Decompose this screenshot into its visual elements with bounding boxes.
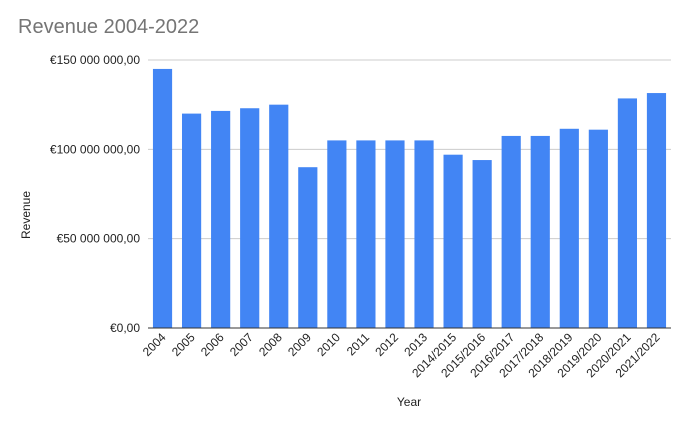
x-axis-ticks: 2004 2005 2006 2007 2008 2009 2010 2011 2012 2013… [140,330,663,380]
bar[interactable] [443,154,463,328]
bar[interactable] [588,129,608,328]
bar[interactable] [298,167,318,328]
bar[interactable] [211,110,231,328]
y-tick-label: €150 000 000,00 [50,53,140,67]
bar[interactable] [472,160,492,328]
bars [148,68,671,329]
x-tick-label: 2011 [344,330,372,358]
bar[interactable] [385,140,405,328]
x-axis-title: Year [397,395,421,409]
bar[interactable] [152,68,173,328]
x-tick-label: 2009 [285,330,314,359]
x-tick-label: 2004 [140,330,169,359]
chart-title: Revenue 2004-2022 [18,16,200,38]
bar[interactable] [181,113,202,328]
x-tick-label: 2012 [372,330,401,359]
y-tick-label: €50 000 000,00 [57,232,141,246]
bar[interactable] [530,135,550,328]
x-tick-label: 2007 [227,330,256,359]
bar[interactable] [356,140,376,328]
y-axis-title: Revenue [19,191,33,239]
x-tick-label: 2005 [169,330,198,359]
bar[interactable] [327,140,347,328]
bar[interactable] [501,135,521,328]
bar[interactable] [646,93,667,328]
bar[interactable] [617,98,638,328]
bar[interactable] [240,108,260,329]
bar[interactable] [269,104,289,329]
x-tick-label: 2006 [198,330,227,359]
y-tick-label: €0,00 [110,321,140,335]
y-tick-label: €100 000 000,00 [50,142,140,156]
bar[interactable] [414,140,434,328]
x-tick-label: 2010 [314,330,343,359]
x-tick-label: 2008 [256,330,285,359]
y-axis-ticks: €0,00 €50 000 000,00 €100 000 000,00 €150 0… [50,53,140,335]
bar[interactable] [559,128,579,328]
